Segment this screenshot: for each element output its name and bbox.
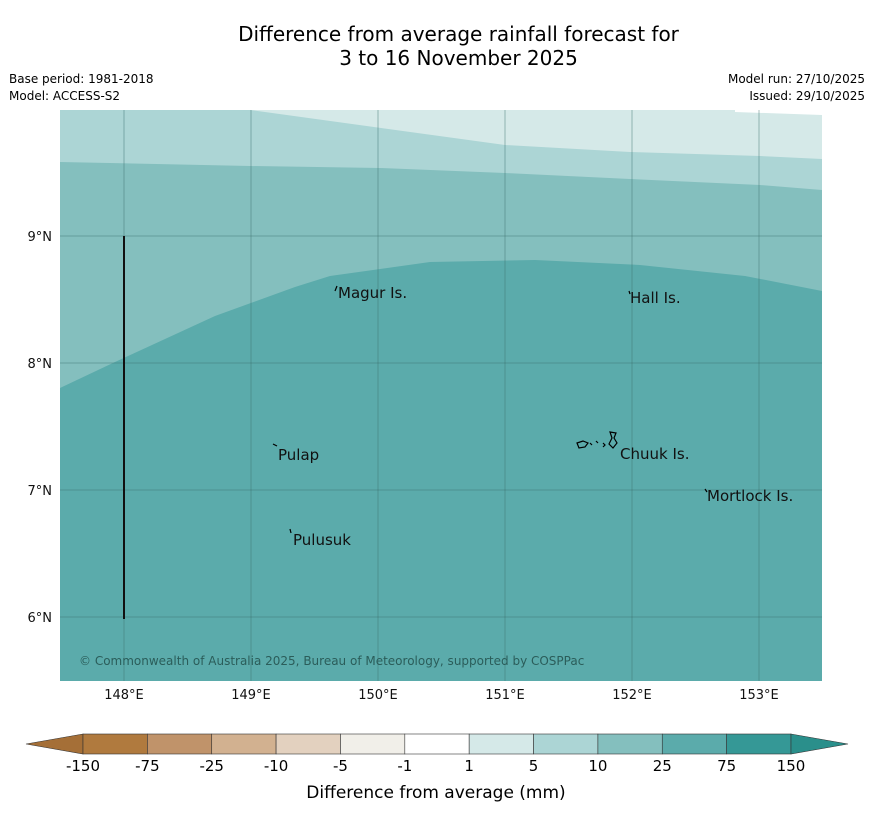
colorbar-tick-label: -75 (135, 757, 160, 775)
colorbar-tick-label: -10 (264, 757, 289, 775)
hall-island-shape (628, 290, 631, 295)
island-outlines (272, 285, 708, 534)
colorbar-tick-label: -1 (397, 757, 412, 775)
map-title: Difference from average rainfall forecas… (0, 22, 873, 70)
colorbar-swatch (468, 733, 534, 755)
colorbar-swatch (211, 733, 277, 755)
colorbar-tick-label: -25 (199, 757, 224, 775)
chuuk-island-shapes (576, 431, 618, 449)
colorbar-tick-label: -150 (66, 757, 100, 775)
band-75-150 (60, 260, 822, 681)
colorbar-swatch (275, 733, 341, 755)
colorbar-tick-label: 25 (653, 757, 672, 775)
base-period: Base period: 1981-2018 (9, 72, 154, 86)
copyright-note: © Commonwealth of Australia 2025, Bureau… (79, 654, 584, 668)
meta-right: Model run: 27/10/2025 Issued: 29/10/2025 (728, 71, 865, 105)
colorbar-swatch (147, 733, 213, 755)
place-label-pulap: Pulap (278, 446, 319, 464)
lon-tick-148: 148°E (104, 688, 144, 703)
issued-date: Issued: 29/10/2025 (749, 89, 865, 103)
band-minus1-1 (735, 110, 822, 115)
lat-tick-8: 8°N (28, 357, 53, 372)
colorbar-swatch (404, 733, 470, 755)
pulap-island-shape (272, 443, 278, 447)
pulusuk-island-shape (289, 528, 292, 534)
lat-tick-6: 6°N (28, 611, 53, 626)
colorbar: -150 -75 -25 -10 -5 -1 1 5 10 25 75 150 (25, 733, 849, 775)
title-line-2: 3 to 16 November 2025 (339, 46, 578, 70)
place-label-pulusuk: Pulusuk (293, 531, 351, 549)
lat-tick-9: 9°N (28, 230, 53, 245)
lon-tick-149: 149°E (231, 688, 271, 703)
meta-left: Base period: 1981-2018 Model: ACCESS-S2 (9, 71, 154, 105)
model-run: Model run: 27/10/2025 (727, 72, 865, 86)
colorbar-tick-label: 75 (717, 757, 736, 775)
colorbar-swatch (661, 733, 727, 755)
colorbar-tick-label: -5 (333, 757, 348, 775)
title-line-1: Difference from average rainfall forecas… (238, 22, 679, 46)
rainfall-bands (60, 110, 822, 681)
place-label-mortlock: Mortlock Is. (707, 487, 793, 505)
place-label-magur: Magur Is. (338, 284, 407, 302)
mortlock-island-shape (704, 488, 708, 493)
place-label-chuuk: Chuuk Is. (620, 445, 689, 463)
colorbar-swatch (533, 733, 599, 755)
colorbar-under-arrow (25, 733, 84, 755)
lon-tick-152: 152°E (612, 688, 652, 703)
lon-tick-153: 153°E (739, 688, 779, 703)
colorbar-over-arrow (790, 733, 849, 755)
model-name: Model: ACCESS-S2 (9, 89, 121, 103)
colorbar-title: Difference from average (mm) (306, 783, 565, 803)
colorbar-swatch (726, 733, 792, 755)
colorbar-swatch (597, 733, 663, 755)
colorbar-tick-label: 10 (588, 757, 607, 775)
magur-island-shape (334, 285, 338, 292)
colorbar-swatch (82, 733, 148, 755)
colorbar-tick-label: 150 (777, 757, 806, 775)
place-label-hall: Hall Is. (630, 289, 681, 307)
colorbar-tick-label: 5 (529, 757, 539, 775)
lat-tick-7: 7°N (28, 484, 53, 499)
lon-tick-150: 150°E (358, 688, 398, 703)
colorbar-swatch (340, 733, 406, 755)
colorbar-tick-label: 1 (464, 757, 474, 775)
lon-tick-151: 151°E (485, 688, 525, 703)
